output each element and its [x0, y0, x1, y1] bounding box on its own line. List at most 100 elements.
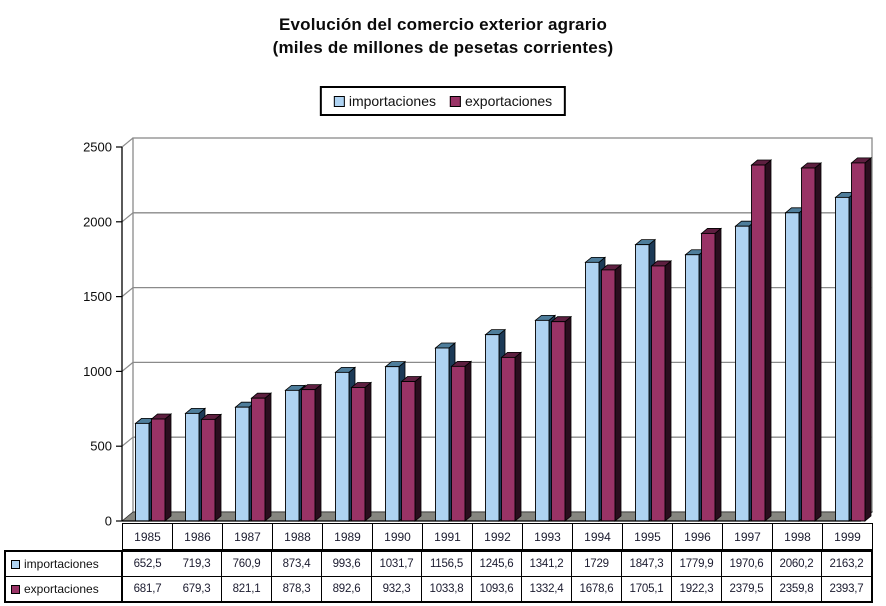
value-cell-importaciones-1987: 760,9 — [221, 552, 271, 576]
bar-exportaciones-1990 — [401, 381, 416, 522]
y-axis-label-2000: 2000 — [83, 214, 112, 229]
year-cell-1991: 1991 — [422, 524, 472, 549]
value-cell-exportaciones-1992: 1093,6 — [471, 577, 521, 601]
bar-side-exportaciones-1987 — [264, 392, 272, 522]
table-row-importaciones: importaciones 652,5 719,3 760,9 873,4 993,6 1… — [6, 552, 871, 577]
side-wall-gridline-500 — [121, 436, 134, 447]
year-cell-1985: 1985 — [134, 529, 161, 544]
value-cell-importaciones-1993: 1341,2 — [521, 552, 571, 576]
y-axis-label-2500: 2500 — [83, 140, 112, 155]
legend-label-exportaciones: exportaciones — [464, 93, 553, 109]
value-cell-exportaciones-1997: 2379,5 — [721, 577, 771, 601]
bar-exportaciones-1992 — [501, 356, 516, 522]
year-cell-1998: 1998 — [772, 524, 822, 549]
value-cell-importaciones-1992: 1245,6 — [471, 552, 521, 576]
bar-side-exportaciones-1995 — [664, 260, 672, 522]
bar-importaciones-1992 — [485, 334, 500, 522]
y-axis-label-500: 500 — [90, 439, 112, 454]
bar-side-exportaciones-1996 — [714, 227, 722, 522]
bar-importaciones-1987 — [235, 406, 250, 522]
legend-label-importaciones: importaciones — [348, 93, 436, 109]
value-cell-exportaciones-1990: 932,3 — [371, 577, 421, 601]
bar-side-exportaciones-1985 — [164, 413, 172, 522]
bar-exportaciones-1987 — [251, 397, 266, 522]
exportaciones-swatch-icon — [449, 95, 461, 107]
value-cell-exportaciones-1988: 878,3 — [271, 577, 321, 601]
side-wall-gridline-2000 — [121, 212, 134, 223]
value-cell-exportaciones-1985: 681,7 — [122, 577, 172, 601]
bar-importaciones-1990 — [385, 366, 400, 522]
chart-title-line-2: (miles de millones de pesetas corrientes… — [272, 38, 614, 57]
bar-side-exportaciones-1991 — [464, 360, 472, 522]
year-cell-1993: 1993 — [522, 524, 572, 549]
y-axis-label-0: 0 — [105, 514, 112, 529]
bar-side-exportaciones-1999 — [864, 157, 872, 522]
value-cell-importaciones-1999: 2163,2 — [821, 552, 871, 576]
value-cell-exportaciones-1987: 821,1 — [221, 577, 271, 601]
row-header-exportaciones: exportaciones — [6, 577, 122, 601]
importaciones-swatch-icon — [333, 95, 345, 107]
year-cell-1999: 1999 — [822, 524, 872, 549]
year-cell-1996: 1996 — [672, 524, 722, 549]
x-axis-year-row: 1985 1986 1987 1988 1989 1990 1991 1992 1993 1994… — [122, 523, 873, 550]
bar-exportaciones-1997 — [751, 164, 766, 522]
bar-exportaciones-1986 — [201, 418, 216, 522]
year-cell-1986: 1986 — [172, 524, 222, 549]
row-label-exportaciones: exportaciones — [24, 582, 99, 596]
value-cell-importaciones-1998: 2060,2 — [771, 552, 821, 576]
bar-exportaciones-1989 — [351, 387, 366, 522]
value-cell-importaciones-1997: 1970,6 — [721, 552, 771, 576]
bar-importaciones-1997 — [735, 225, 750, 522]
bar-side-exportaciones-1994 — [614, 264, 622, 522]
row-values-importaciones: 652,5 719,3 760,9 873,4 993,6 1031,7 1156,5 124… — [122, 552, 871, 576]
value-cell-importaciones-1989: 993,6 — [321, 552, 371, 576]
bar-exportaciones-1998 — [801, 167, 816, 522]
bar-importaciones-1989 — [335, 371, 350, 522]
exportaciones-swatch-icon — [11, 584, 20, 594]
value-cell-exportaciones-1993: 1332,4 — [521, 577, 571, 601]
value-cell-importaciones-1988: 873,4 — [271, 552, 321, 576]
legend-item-exportaciones: exportaciones — [449, 93, 553, 109]
bar-side-exportaciones-1990 — [414, 375, 422, 522]
bar-side-exportaciones-1998 — [814, 162, 822, 522]
year-cell-1987: 1987 — [222, 524, 272, 549]
year-cell-1994: 1994 — [572, 524, 622, 549]
bar-side-exportaciones-1993 — [564, 315, 572, 522]
bar-exportaciones-1993 — [551, 321, 566, 522]
bar-side-exportaciones-1988 — [314, 383, 322, 522]
chart-title-line-1: Evolución del comercio exterior agrario — [278, 15, 608, 34]
value-cell-importaciones-1986: 719,3 — [182, 558, 211, 570]
value-cell-exportaciones-1986: 679,3 — [182, 583, 211, 595]
side-wall-gridline-2500 — [121, 137, 134, 148]
side-wall-gridline-1000 — [121, 361, 134, 372]
bar-exportaciones-1988 — [301, 389, 316, 522]
bar-importaciones-1999 — [835, 196, 850, 522]
bar-importaciones-1986 — [185, 412, 200, 522]
side-wall-gridline-1500 — [121, 287, 134, 298]
table-row-exportaciones: exportaciones 681,7 679,3 821,1 878,3 892,6 9… — [6, 577, 871, 601]
value-cell-exportaciones-1995: 1705,1 — [621, 577, 671, 601]
value-cell-importaciones-1996: 1779,9 — [671, 552, 721, 576]
bar-side-exportaciones-1992 — [514, 351, 522, 522]
value-cell-importaciones-1994: 1729 — [571, 552, 621, 576]
value-cell-exportaciones-1999: 2393,7 — [821, 577, 871, 601]
bar-exportaciones-1985 — [151, 418, 166, 522]
year-cell-1989: 1989 — [322, 524, 372, 549]
value-cell-exportaciones-1994: 1678,6 — [571, 577, 621, 601]
row-values-exportaciones: 681,7 679,3 821,1 878,3 892,6 932,3 1033,8 1093… — [122, 577, 871, 601]
bar-importaciones-1996 — [685, 254, 700, 522]
y-axis-label-1000: 1000 — [83, 364, 112, 379]
year-cell-1997: 1997 — [722, 524, 772, 549]
bar-importaciones-1988 — [285, 389, 300, 522]
row-header-importaciones: importaciones — [6, 552, 122, 576]
chart-title: Evolución del comercio exterior agrario … — [0, 13, 886, 59]
bar-exportaciones-1996 — [701, 232, 716, 522]
value-cell-importaciones-1990: 1031,7 — [371, 552, 421, 576]
bar-exportaciones-1999 — [851, 162, 866, 522]
year-cell-1992: 1992 — [472, 524, 522, 549]
legend: importaciones exportaciones — [319, 86, 567, 116]
legend-item-importaciones: importaciones — [333, 93, 436, 109]
value-cell-exportaciones-1996: 1922,3 — [671, 577, 721, 601]
bar-importaciones-1995 — [635, 244, 650, 522]
